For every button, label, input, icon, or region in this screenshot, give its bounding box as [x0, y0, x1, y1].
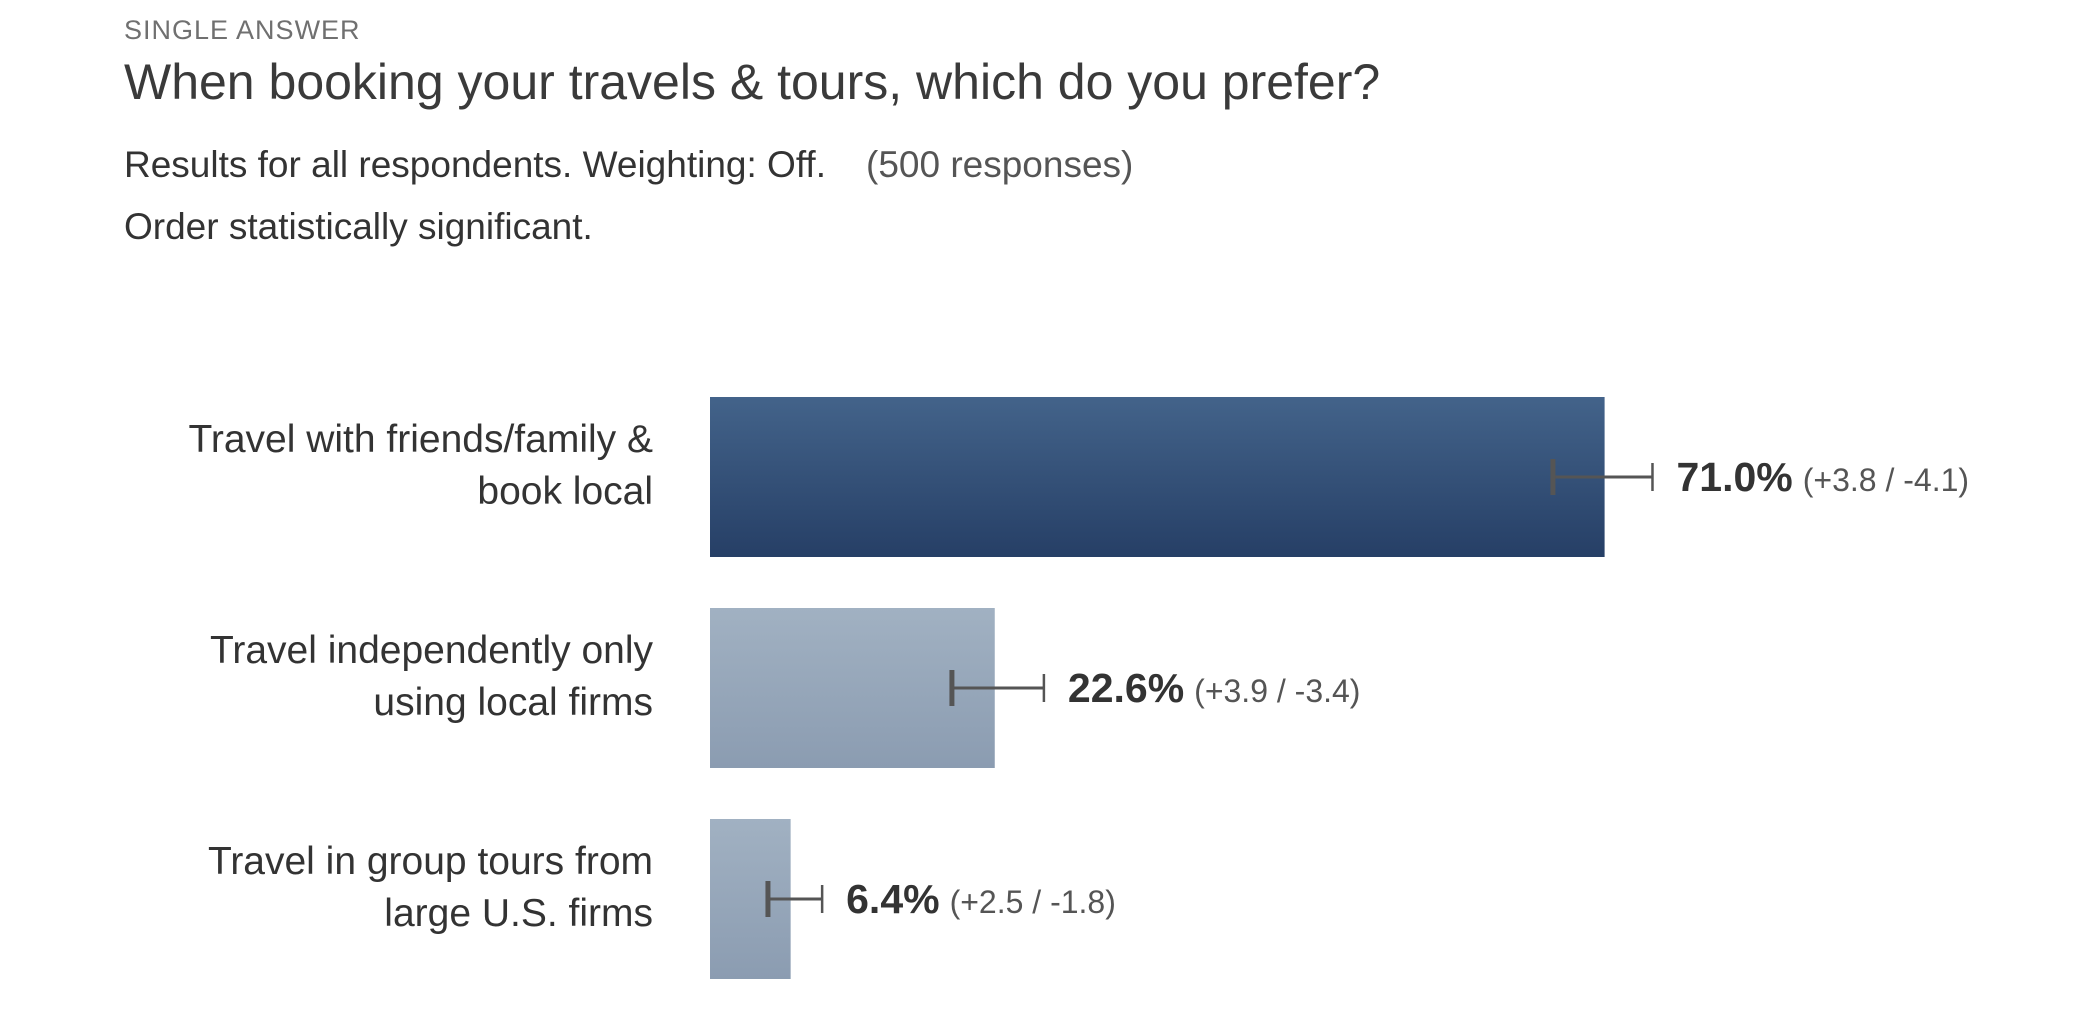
category-label-line: Travel in group tours from — [208, 840, 653, 883]
order-significance-note: Order statistically significant. — [124, 206, 593, 247]
question-header: SINGLE ANSWER When booking your travels … — [124, 12, 1380, 252]
category-label-2: Travel independently only using local fir… — [210, 629, 653, 724]
value-percent: 22.6% — [1068, 665, 1184, 711]
value-percent: 71.0% — [1676, 454, 1792, 500]
results-text: Results for all respondents. Weighting: … — [124, 144, 826, 185]
responses-count: (500 responses) — [866, 144, 1134, 185]
bar-2 — [710, 608, 995, 768]
question-type-label: SINGLE ANSWER — [124, 15, 361, 45]
category-label-line: large U.S. firms — [384, 892, 653, 935]
value-confidence-interval: (+3.9 / -3.4) — [1194, 673, 1360, 709]
category-label-line: using local firms — [373, 681, 653, 724]
category-label-line: Travel independently only — [210, 629, 653, 672]
value-confidence-interval: (+2.5 / -1.8) — [950, 884, 1116, 920]
bar-1 — [710, 397, 1605, 557]
error-bar-1 — [1550, 459, 1654, 495]
value-confidence-interval: (+3.8 / -4.1) — [1803, 462, 1969, 498]
category-label-3: Travel in group tours from large U.S. fir… — [208, 840, 653, 935]
category-label-1: Travel with friends/family & book local — [188, 418, 653, 513]
value-percent: 6.4% — [846, 876, 939, 922]
question-title: When booking your travels & tours, which… — [124, 54, 1381, 110]
category-label-line: Travel with friends/family & — [188, 418, 653, 461]
value-label-2: 22.6% (+3.9 / -3.4) — [1068, 665, 1361, 711]
category-label-line: book local — [477, 470, 653, 513]
error-bar-3 — [765, 881, 824, 917]
bars-layer: Travel with friends/family & book local 71… — [188, 397, 1969, 979]
error-bar-2 — [949, 670, 1046, 706]
value-label-1: 71.0% (+3.8 / -4.1) — [1676, 454, 1969, 500]
value-label-3: 6.4% (+2.5 / -1.8) — [846, 876, 1116, 922]
results-summary: Results for all respondents. Weighting: … — [124, 140, 1380, 190]
